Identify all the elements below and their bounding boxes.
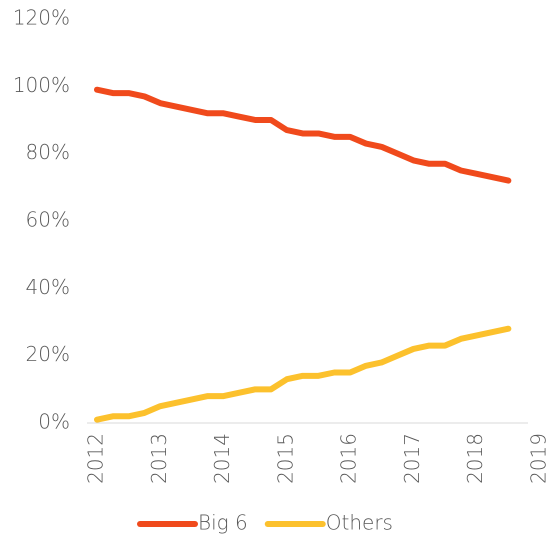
series-line <box>94 86 512 184</box>
legend-label: Big 6 <box>198 511 248 535</box>
x-tick-label: 2016 <box>337 433 361 484</box>
legend-label: Others <box>326 511 393 535</box>
x-tick-label: 2018 <box>463 433 487 484</box>
series-line <box>94 325 512 423</box>
x-tick-label: 2015 <box>273 433 297 484</box>
y-tick-label: 40% <box>26 275 70 299</box>
y-tick-label: 100% <box>13 73 70 97</box>
x-tick-label: 2012 <box>84 433 108 484</box>
y-tick-label: 20% <box>26 342 70 366</box>
y-tick-label: 120% <box>13 6 70 30</box>
x-tick-label: 2014 <box>210 433 234 484</box>
x-tick-label: 2013 <box>147 433 171 484</box>
x-tick-label: 2017 <box>400 433 424 484</box>
x-tick-label: 2019 <box>527 433 551 484</box>
y-tick-label: 80% <box>26 140 70 164</box>
y-tick-label: 60% <box>26 208 70 232</box>
y-tick-label: 0% <box>38 410 70 434</box>
